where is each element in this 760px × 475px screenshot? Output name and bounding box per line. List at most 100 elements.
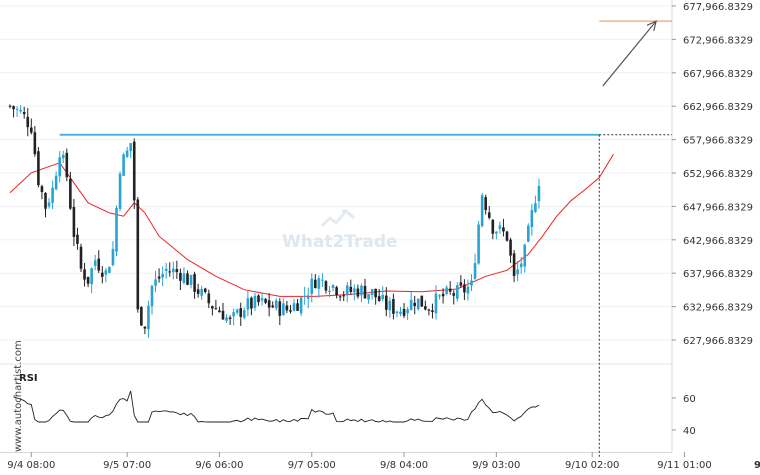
y-tick-label: 637,966.8329 (683, 269, 753, 280)
x-tick-label: 9/9 03:00 (472, 460, 520, 471)
candle-body (118, 173, 122, 209)
y-tick-label: 667,966.8329 (683, 69, 753, 80)
candle-body (448, 288, 452, 292)
candle-body (321, 279, 324, 281)
x-tick-label: 9/6 06:00 (195, 460, 243, 471)
candle-body (356, 288, 360, 297)
candle-body (392, 299, 395, 314)
candlestick-series (8, 104, 541, 338)
candle-body (235, 309, 239, 313)
candle-body (218, 310, 221, 313)
candle-body (164, 268, 168, 271)
candle-body (331, 285, 335, 289)
candle-body (473, 263, 477, 279)
candle-body (19, 109, 22, 112)
candle-body (175, 268, 179, 273)
candle-body (296, 303, 299, 311)
candle-body (402, 308, 406, 316)
candle-body (424, 306, 427, 310)
candle-body (58, 157, 61, 177)
candle-body (12, 106, 15, 110)
price-axis: 677,966.8329 672,966.8329 667,966.8329 662,… (672, 2, 753, 347)
candle-body (367, 293, 370, 300)
candle-body (196, 289, 200, 294)
candle-body (289, 310, 292, 312)
candle-body (150, 285, 154, 307)
candle-body (8, 105, 12, 107)
y-tick-label: 677,966.8329 (683, 2, 753, 13)
candle-body (246, 298, 250, 310)
candle-body (530, 210, 534, 228)
rsi-panel: RSI 60 40 (13, 373, 696, 437)
candle-body (232, 312, 235, 317)
rsi-tick-label: 40 (683, 426, 696, 437)
x-tick-label: 9/7 05:00 (288, 460, 336, 471)
candle-body (30, 127, 33, 133)
candle-body (491, 219, 495, 234)
candle-body (416, 298, 420, 310)
candle-body (253, 295, 257, 308)
candle-body (381, 294, 385, 300)
candle-body (76, 234, 79, 244)
candle-body (225, 317, 228, 321)
candle-body (274, 300, 278, 309)
candle-body (79, 246, 83, 269)
candle-body (324, 281, 328, 291)
x-tick-label: 9/4 08:00 (7, 460, 55, 471)
candle-body (427, 309, 431, 311)
candle-body (264, 298, 267, 303)
candle-body (537, 186, 541, 202)
candle-body (452, 293, 456, 296)
watermark-brand-text: What2Trade (282, 232, 398, 252)
candle-body (498, 225, 502, 229)
candle-body (434, 293, 438, 314)
candle-body (534, 203, 537, 212)
candle-body (26, 116, 30, 128)
candle-body (186, 273, 189, 285)
candle-body (363, 285, 367, 299)
candle-body (406, 309, 409, 314)
candle-body (47, 202, 51, 207)
candle-body (228, 317, 232, 320)
candle-body (37, 151, 40, 186)
candle-body (179, 272, 182, 281)
candle-body (441, 293, 445, 297)
candle-body (338, 296, 342, 298)
y-tick-label: 647,966.8329 (683, 202, 753, 213)
candle-body (22, 111, 26, 115)
candle-body (353, 288, 356, 293)
candle-body (86, 276, 90, 284)
y-tick-label: 662,966.8329 (683, 102, 753, 113)
candle-body (345, 285, 349, 296)
candle-body (161, 273, 164, 278)
candle-body (93, 260, 97, 266)
candle-body (456, 285, 459, 299)
candle-body (388, 300, 392, 311)
candle-body (157, 276, 161, 279)
x-tick-label: 9/5 07:00 (103, 460, 151, 471)
time-axis: 9/4 08:00 9/5 07:00 9/6 06:00 9/7 05:00 9/8 … (7, 452, 760, 471)
candle-body (140, 306, 143, 326)
candle-body (395, 311, 399, 313)
candle-body (257, 295, 260, 303)
candle-body (221, 310, 225, 320)
candle-body (516, 269, 519, 275)
candle-body (65, 152, 69, 178)
candle-body (399, 311, 402, 315)
candle-body (495, 231, 498, 234)
candle-body (243, 310, 246, 318)
candle-body (200, 288, 203, 296)
candle-body (299, 297, 303, 314)
candle-body (44, 192, 47, 209)
y-tick-label: 642,966.8329 (683, 236, 753, 247)
candle-body (487, 212, 491, 218)
candle-body (413, 302, 416, 307)
candle-body (250, 297, 253, 309)
candle-body (33, 132, 37, 155)
candle-body (104, 270, 108, 275)
candle-body (15, 108, 19, 110)
x-tick-label: 9/11 01:00 (657, 460, 711, 471)
candle-body (54, 175, 58, 190)
candle-body (385, 295, 388, 310)
level-lines (59, 20, 672, 458)
